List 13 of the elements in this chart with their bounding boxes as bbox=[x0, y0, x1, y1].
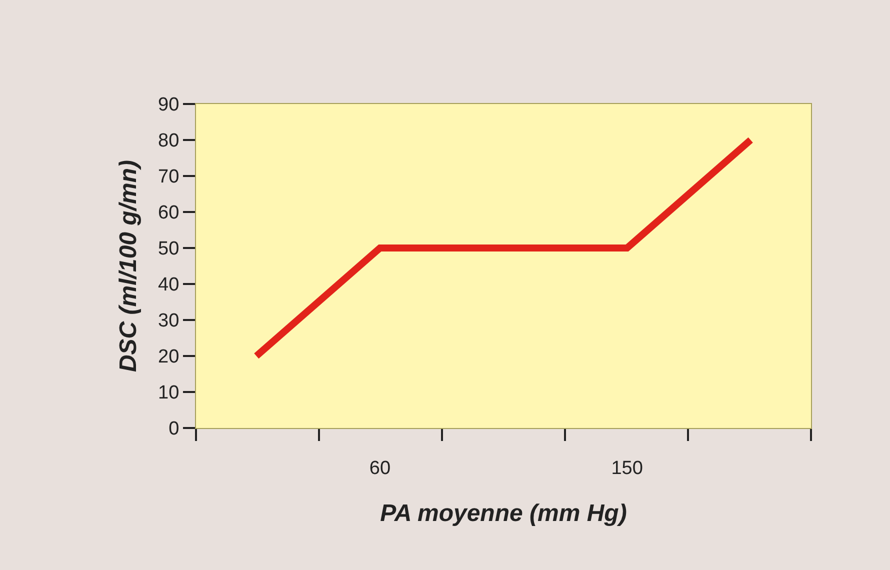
y-tick-label: 10 bbox=[158, 382, 180, 404]
y-tick-label: 40 bbox=[158, 274, 180, 296]
y-tick-label: 90 bbox=[158, 94, 180, 116]
y-tick-label: 0 bbox=[168, 418, 180, 440]
x-axis-title: PA moyenne (mm Hg) bbox=[380, 500, 627, 528]
y-axis-title: DSC (ml/100 g/mn) bbox=[115, 160, 142, 372]
y-tick-label: 80 bbox=[158, 130, 180, 152]
y-tick-label: 70 bbox=[158, 166, 180, 188]
y-tick-label: 50 bbox=[158, 238, 180, 260]
y-tick-label: 20 bbox=[158, 346, 180, 368]
y-tick-label: 60 bbox=[158, 202, 180, 224]
y-tick-label: 30 bbox=[158, 310, 180, 332]
x-tick-label: 150 bbox=[611, 458, 643, 479]
